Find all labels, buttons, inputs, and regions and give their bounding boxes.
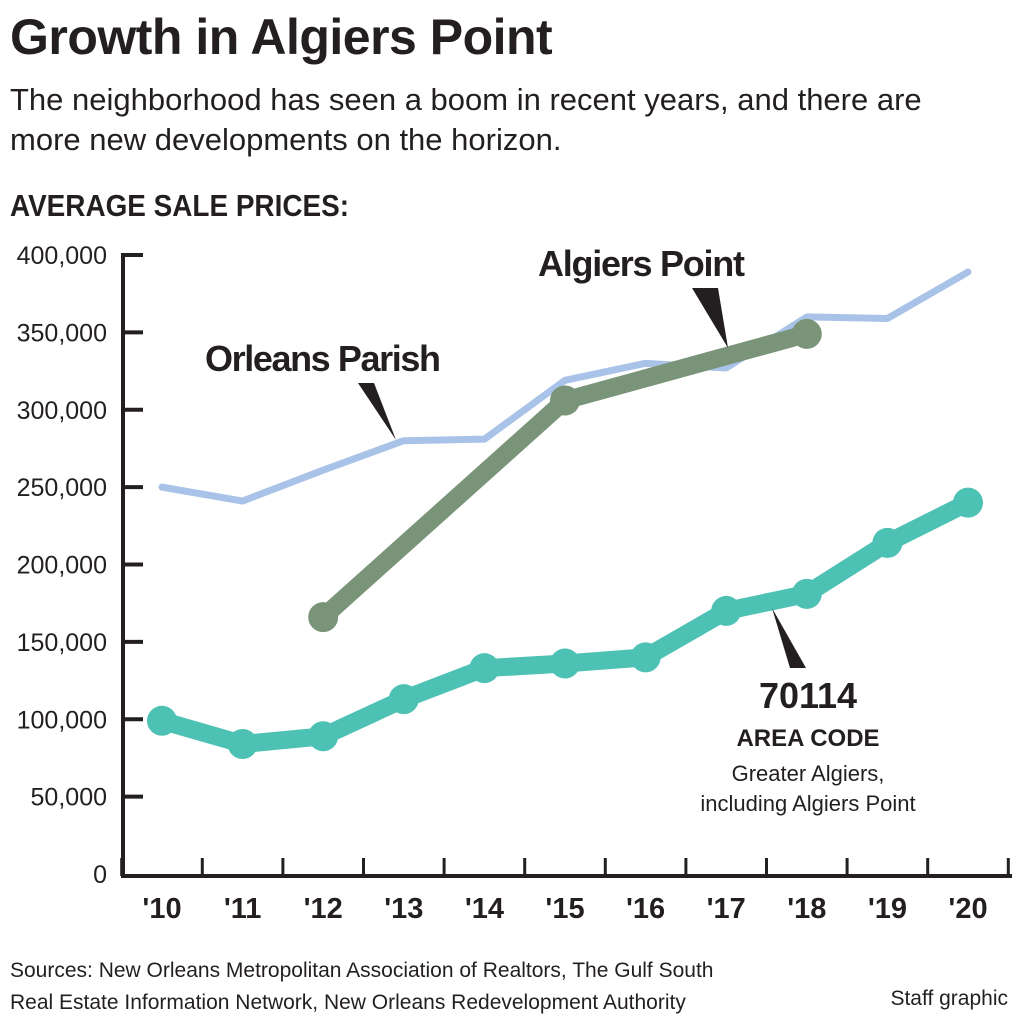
sources-line-1: Sources: New Orleans Metropolitan Associ… <box>10 959 714 982</box>
y-tick-label: 0 <box>93 861 107 889</box>
y-tick-label: 250,000 <box>17 474 107 502</box>
x-tick-label: '20 <box>948 893 987 925</box>
x-tick-label: '10 <box>142 893 181 925</box>
data-point <box>147 705 177 736</box>
x-tick-label: '13 <box>384 893 423 925</box>
series-line-0 <box>158 268 972 505</box>
x-tick-label: '12 <box>304 893 343 925</box>
algiers-label: Algiers Point <box>538 243 745 284</box>
data-point <box>791 318 822 349</box>
data-point <box>308 721 339 752</box>
chart-title: Growth in Algiers Point <box>10 9 553 65</box>
sources: Sources: New Orleans Metropolitan Associ… <box>10 955 713 1019</box>
y-tick-label: 150,000 <box>17 629 107 657</box>
y-tick-label: 50,000 <box>31 784 107 812</box>
y-tick-label: 200,000 <box>17 552 107 580</box>
data-point <box>388 684 419 715</box>
data-point <box>711 595 742 626</box>
section-label: AVERAGE SALE PRICES: <box>10 188 349 223</box>
data-point <box>630 642 661 673</box>
x-tick-label: '19 <box>868 893 907 925</box>
data-point <box>550 385 580 416</box>
y-tick-label: 350,000 <box>17 319 107 347</box>
x-tick-label: '11 <box>224 893 262 925</box>
data-point <box>953 487 983 518</box>
x-tick-label: '16 <box>626 893 665 925</box>
chart-subtitle: The neighborhood has seen a boom in rece… <box>10 82 922 157</box>
y-tick-label: 100,000 <box>17 706 107 734</box>
zip-desc-2: including Algiers Point <box>700 791 915 816</box>
x-tick-label: '14 <box>465 893 504 925</box>
algiers-pointer <box>692 288 728 348</box>
zip-pointer <box>772 608 806 668</box>
data-point <box>872 527 903 558</box>
data-point <box>227 729 258 760</box>
zip-desc-1: Greater Algiers, <box>732 761 885 786</box>
x-tick-label: '15 <box>545 893 584 925</box>
zip-sub-label: AREA CODE <box>736 725 879 752</box>
data-point <box>469 653 500 684</box>
data-point <box>550 648 580 679</box>
x-tick-label: '18 <box>787 893 826 925</box>
data-point <box>791 578 822 609</box>
y-tick-label: 300,000 <box>17 397 107 425</box>
zip-label: 70114 <box>759 675 857 716</box>
orleans-label: Orleans Parish <box>205 338 441 379</box>
credit: Staff graphic <box>890 987 1008 1010</box>
y-tick-label: 400,000 <box>17 242 107 270</box>
orleans-pointer <box>358 383 396 440</box>
sources-line-2: Real Estate Information Network, New Orl… <box>10 991 686 1014</box>
data-point <box>308 602 339 633</box>
x-tick-label: '17 <box>707 893 746 925</box>
